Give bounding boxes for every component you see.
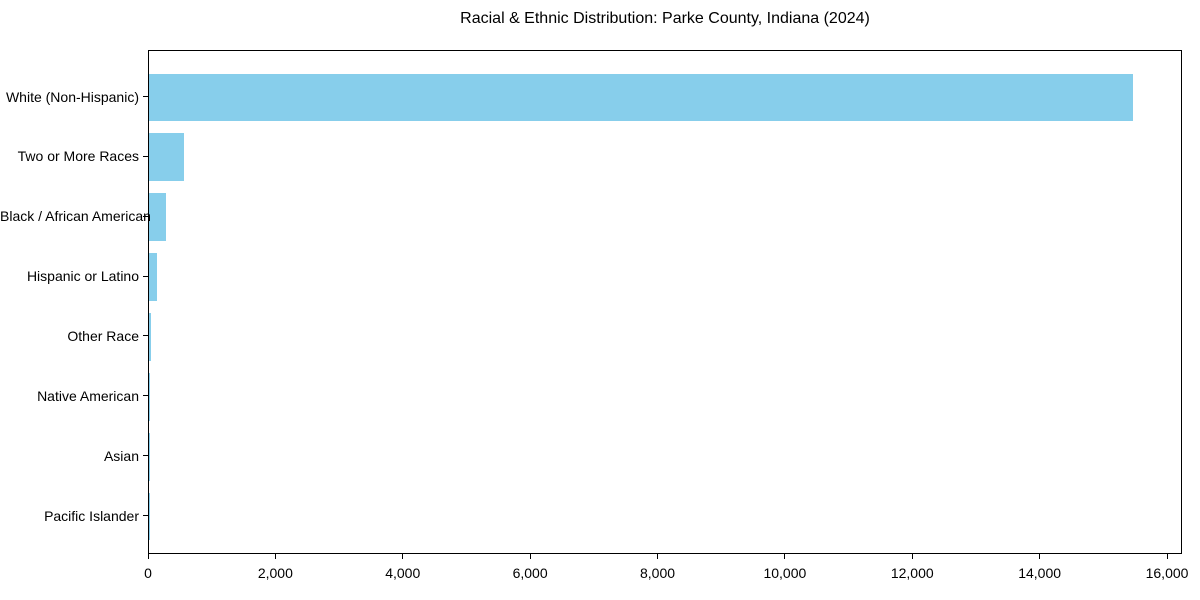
y-tick-asian xyxy=(143,455,148,457)
y-label-two-or-more-races: Two or More Races xyxy=(17,148,139,165)
y-tick-pacific-islander xyxy=(143,515,148,517)
bar-hispanic-or-latino xyxy=(149,253,158,302)
x-tick-16000 xyxy=(1166,554,1168,559)
x-label-0: 0 xyxy=(144,565,152,581)
y-tick-hispanic-or-latino xyxy=(143,275,148,277)
x-label-16000: 16,000 xyxy=(1145,565,1189,581)
x-tick-0 xyxy=(147,554,149,559)
y-label-hispanic-or-latino: Hispanic or Latino xyxy=(26,268,139,285)
x-tick-2000 xyxy=(274,554,276,559)
x-label-8000: 8,000 xyxy=(639,565,676,581)
x-tick-4000 xyxy=(402,554,404,559)
bar-native-american xyxy=(149,372,150,421)
x-label-14000: 14,000 xyxy=(1018,565,1062,581)
x-tick-14000 xyxy=(1039,554,1041,559)
x-tick-6000 xyxy=(529,554,531,559)
x-label-4000: 4,000 xyxy=(385,565,421,581)
y-label-asian: Asian xyxy=(103,447,139,464)
y-label-other-race: Other Race xyxy=(67,327,139,344)
x-label-6000: 6,000 xyxy=(512,565,548,581)
x-tick-10000 xyxy=(784,554,786,559)
plot-area xyxy=(148,50,1182,554)
y-label-pacific-islander: Pacific Islander xyxy=(44,507,139,524)
x-label-10000: 10,000 xyxy=(763,565,807,581)
y-label-black-african-american: Black / African American xyxy=(0,208,151,225)
x-tick-8000 xyxy=(657,554,659,559)
bar-black-african-american xyxy=(149,193,166,242)
bar-white-non-hispanic xyxy=(149,73,1133,122)
bar-two-or-more-races xyxy=(149,133,184,182)
y-tick-native-american xyxy=(143,395,148,397)
bar-other-race xyxy=(149,312,151,361)
y-tick-black-african-american xyxy=(143,215,148,217)
bar-asian xyxy=(149,432,150,481)
y-tick-white-non-hispanic xyxy=(143,96,148,97)
y-tick-other-race xyxy=(143,335,148,337)
x-label-2000: 2,000 xyxy=(257,565,293,581)
y-label-native-american: Native American xyxy=(37,387,139,404)
x-tick-12000 xyxy=(911,554,913,559)
x-label-12000: 12,000 xyxy=(890,565,934,581)
y-label-white-non-hispanic: White (Non-Hispanic) xyxy=(5,88,139,105)
chart-title: Racial & Ethnic Distribution: Parke Coun… xyxy=(460,10,870,27)
y-tick-two-or-more-races xyxy=(143,155,148,157)
